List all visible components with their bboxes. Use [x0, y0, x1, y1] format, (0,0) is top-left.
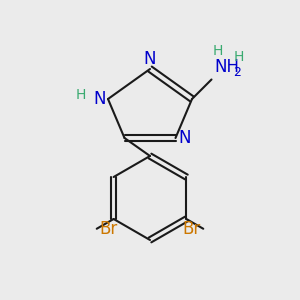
Text: N: N — [178, 129, 190, 147]
Text: H: H — [212, 44, 223, 58]
Text: N: N — [144, 50, 156, 68]
Text: NH: NH — [214, 58, 239, 76]
Text: N: N — [93, 90, 106, 108]
Text: Br: Br — [99, 220, 117, 238]
Text: H: H — [76, 88, 86, 102]
Text: 2: 2 — [233, 67, 241, 80]
Text: Br: Br — [183, 220, 201, 238]
Text: H: H — [234, 50, 244, 64]
